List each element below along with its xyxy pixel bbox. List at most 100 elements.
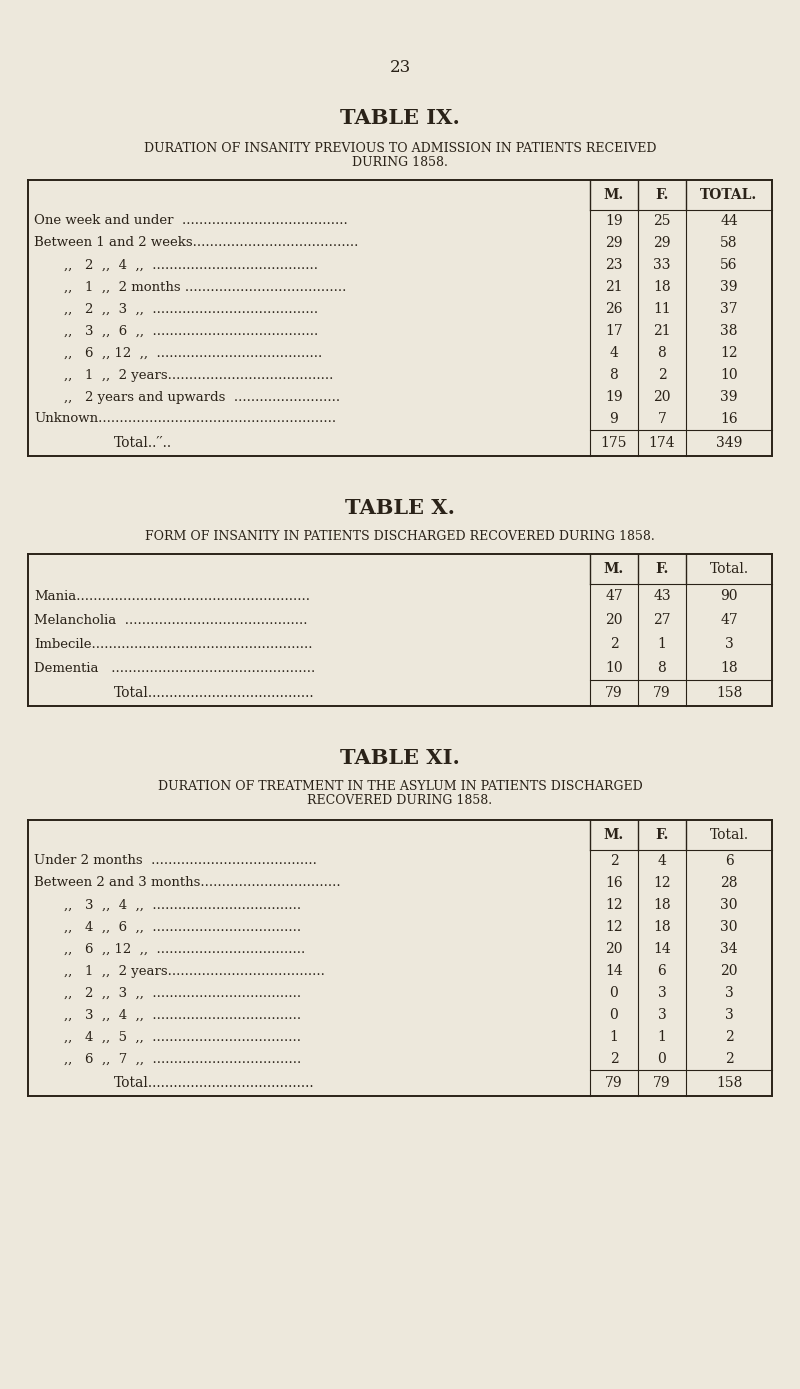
Text: ,,   2  ,,  4  ,,  .......................................: ,, 2 ,, 4 ,, ...........................… <box>64 258 318 271</box>
Text: F.: F. <box>655 828 669 842</box>
Text: 39: 39 <box>720 390 738 404</box>
Text: 1: 1 <box>658 638 666 651</box>
Text: ,,   3  ,,  6  ,,  .......................................: ,, 3 ,, 6 ,, ...........................… <box>64 325 318 338</box>
Text: Between 2 and 3 months.................................: Between 2 and 3 months..................… <box>34 876 341 889</box>
Text: ,,   2  ,,  3  ,,  ...................................: ,, 2 ,, 3 ,, ...........................… <box>64 986 301 1000</box>
Text: 79: 79 <box>653 686 671 700</box>
Text: ,,   1  ,,  2 months ......................................: ,, 1 ,, 2 months .......................… <box>64 281 346 293</box>
Text: ,,   3  ,,  4  ,,  ...................................: ,, 3 ,, 4 ,, ...........................… <box>64 1008 301 1021</box>
Text: Under 2 months  .......................................: Under 2 months .........................… <box>34 854 317 868</box>
Text: Total.: Total. <box>710 563 749 576</box>
Text: ,,   6  ,,  7  ,,  ...................................: ,, 6 ,, 7 ,, ...........................… <box>64 1053 302 1065</box>
Text: 1: 1 <box>610 1031 618 1045</box>
Text: 37: 37 <box>720 301 738 317</box>
Text: Total..′′..: Total..′′.. <box>114 436 172 450</box>
Text: 79: 79 <box>605 686 623 700</box>
Text: 14: 14 <box>653 942 671 956</box>
Text: TOTAL.: TOTAL. <box>700 188 758 201</box>
Text: 29: 29 <box>654 236 670 250</box>
Text: TABLE X.: TABLE X. <box>345 499 455 518</box>
Text: 34: 34 <box>720 942 738 956</box>
Text: 3: 3 <box>658 986 666 1000</box>
Text: 12: 12 <box>720 346 738 360</box>
Text: 8: 8 <box>658 346 666 360</box>
Text: 21: 21 <box>605 281 623 294</box>
Text: M.: M. <box>604 828 624 842</box>
Text: 39: 39 <box>720 281 738 294</box>
Text: 27: 27 <box>653 613 671 626</box>
Text: 20: 20 <box>654 390 670 404</box>
Text: 26: 26 <box>606 301 622 317</box>
Text: 3: 3 <box>725 986 734 1000</box>
Text: ,,   2  ,,  3  ,,  .......................................: ,, 2 ,, 3 ,, ...........................… <box>64 303 318 315</box>
Text: ,,   6  ,, 12  ,,  ...................................: ,, 6 ,, 12 ,, ..........................… <box>64 943 306 956</box>
Text: 2: 2 <box>610 638 618 651</box>
Text: 158: 158 <box>716 686 742 700</box>
Text: 10: 10 <box>605 661 623 675</box>
Text: ,,   6  ,, 12  ,,  .......................................: ,, 6 ,, 12 ,, ..........................… <box>64 346 322 360</box>
Text: 7: 7 <box>658 413 666 426</box>
Text: 44: 44 <box>720 214 738 228</box>
Text: 2: 2 <box>658 368 666 382</box>
Text: 20: 20 <box>606 942 622 956</box>
Text: 18: 18 <box>720 661 738 675</box>
Text: 28: 28 <box>720 876 738 890</box>
Text: 10: 10 <box>720 368 738 382</box>
Text: FORM OF INSANITY IN PATIENTS DISCHARGED RECOVERED DURING 1858.: FORM OF INSANITY IN PATIENTS DISCHARGED … <box>145 529 655 543</box>
Text: Dementia   ................................................: Dementia ...............................… <box>34 661 315 675</box>
Text: 25: 25 <box>654 214 670 228</box>
Text: Total.......................................: Total...................................… <box>114 1076 314 1090</box>
Text: 17: 17 <box>605 324 623 338</box>
Text: 19: 19 <box>605 214 623 228</box>
Text: 23: 23 <box>606 258 622 272</box>
Text: TABLE XI.: TABLE XI. <box>340 749 460 768</box>
Text: 2: 2 <box>610 1051 618 1065</box>
Text: 19: 19 <box>605 390 623 404</box>
Text: 29: 29 <box>606 236 622 250</box>
Text: 20: 20 <box>606 613 622 626</box>
Text: 0: 0 <box>610 986 618 1000</box>
Text: One week and under  .......................................: One week and under .....................… <box>34 214 348 228</box>
Text: M.: M. <box>604 563 624 576</box>
Text: F.: F. <box>655 188 669 201</box>
Text: 47: 47 <box>720 613 738 626</box>
Text: 4: 4 <box>610 346 618 360</box>
Text: Mania.......................................................: Mania...................................… <box>34 589 310 603</box>
Text: Total.: Total. <box>710 828 749 842</box>
Text: 174: 174 <box>649 436 675 450</box>
Text: ,,   4  ,,  5  ,,  ...................................: ,, 4 ,, 5 ,, ...........................… <box>64 1031 301 1043</box>
Text: 30: 30 <box>720 920 738 933</box>
Text: RECOVERED DURING 1858.: RECOVERED DURING 1858. <box>307 795 493 807</box>
Text: 8: 8 <box>658 661 666 675</box>
Text: DURATION OF TREATMENT IN THE ASYLUM IN PATIENTS DISCHARGED: DURATION OF TREATMENT IN THE ASYLUM IN P… <box>158 779 642 793</box>
Text: ,,   2 years and upwards  .........................: ,, 2 years and upwards .................… <box>64 390 340 403</box>
Text: 3: 3 <box>658 1008 666 1022</box>
Text: 158: 158 <box>716 1076 742 1090</box>
Text: 16: 16 <box>720 413 738 426</box>
Text: 2: 2 <box>725 1051 734 1065</box>
Text: 33: 33 <box>654 258 670 272</box>
Text: 3: 3 <box>725 1008 734 1022</box>
Text: DURING 1858.: DURING 1858. <box>352 157 448 169</box>
Text: 18: 18 <box>653 281 671 294</box>
Text: 18: 18 <box>653 920 671 933</box>
Text: 1: 1 <box>658 1031 666 1045</box>
Text: 8: 8 <box>610 368 618 382</box>
Text: 12: 12 <box>653 876 671 890</box>
Text: 30: 30 <box>720 899 738 913</box>
Text: 0: 0 <box>610 1008 618 1022</box>
Text: 16: 16 <box>605 876 623 890</box>
Text: 3: 3 <box>725 638 734 651</box>
Text: ,,   1  ,,  2 years.......................................: ,, 1 ,, 2 years.........................… <box>64 368 334 382</box>
Text: Imbecile....................................................: Imbecile................................… <box>34 638 313 650</box>
Text: 90: 90 <box>720 589 738 603</box>
Text: 4: 4 <box>658 854 666 868</box>
Text: 12: 12 <box>605 899 623 913</box>
Text: 56: 56 <box>720 258 738 272</box>
Text: 79: 79 <box>605 1076 623 1090</box>
Text: Total.......................................: Total...................................… <box>114 686 314 700</box>
Text: 6: 6 <box>658 964 666 978</box>
Text: M.: M. <box>604 188 624 201</box>
Text: 2: 2 <box>725 1031 734 1045</box>
Text: 79: 79 <box>653 1076 671 1090</box>
